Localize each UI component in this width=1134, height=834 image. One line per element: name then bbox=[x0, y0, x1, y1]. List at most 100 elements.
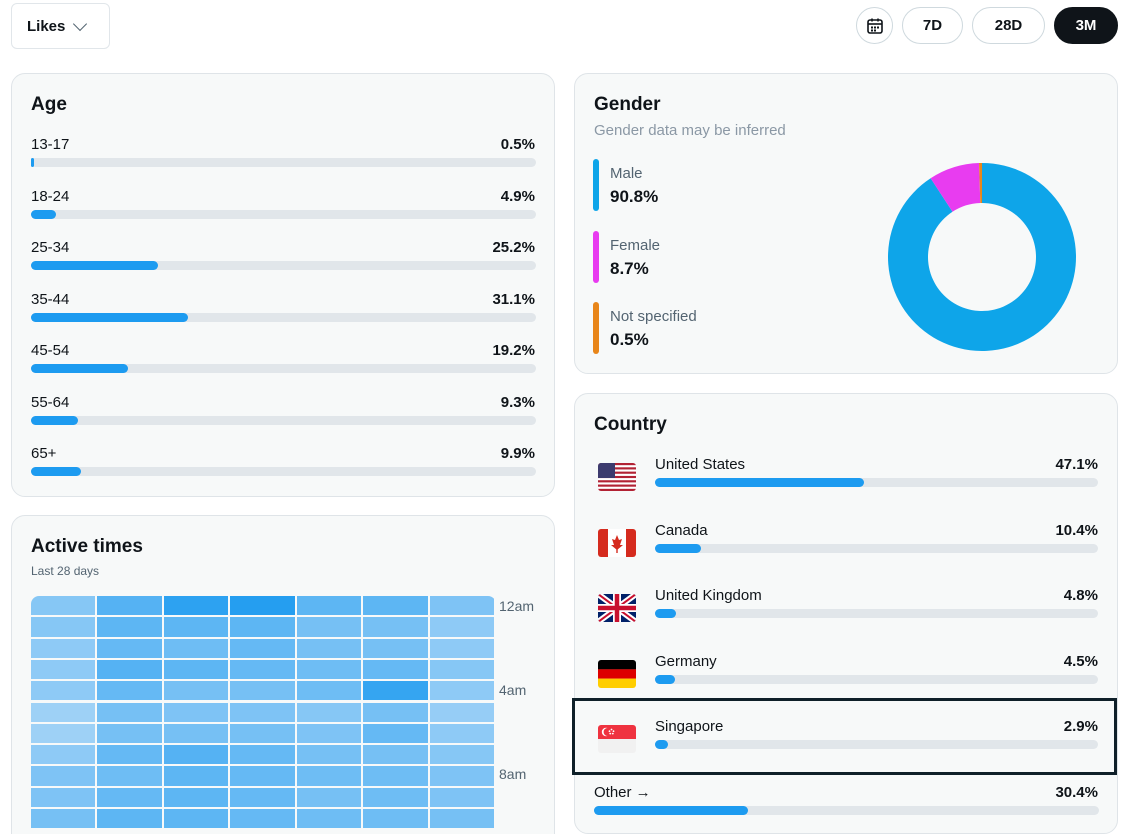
age-row-fill bbox=[31, 312, 189, 322]
heatmap-cell bbox=[97, 681, 162, 701]
age-row-fill bbox=[31, 158, 34, 167]
heatmap-cell bbox=[97, 617, 162, 637]
age-row-track bbox=[31, 415, 536, 425]
range-28d-label: 28D bbox=[994, 17, 1023, 34]
country-other-link[interactable]: Other → bbox=[594, 784, 651, 801]
age-row-value: 4.9% bbox=[500, 187, 535, 205]
heatmap-cell bbox=[363, 766, 428, 786]
heatmap-cell bbox=[363, 659, 428, 680]
country-row-track bbox=[655, 478, 1098, 487]
heatmap-cell bbox=[163, 787, 229, 807]
heatmap-cell bbox=[163, 681, 229, 701]
country-row-label: United States bbox=[655, 456, 746, 473]
us-flag-icon bbox=[598, 463, 636, 491]
range-3m-button[interactable]: 3M bbox=[1054, 7, 1118, 44]
age-row-label: 45-54 bbox=[31, 342, 70, 359]
country-row-value: 4.8% bbox=[1063, 587, 1098, 604]
female-color-bar bbox=[593, 231, 599, 283]
heatmap-cell bbox=[31, 617, 96, 637]
heatmap-cell bbox=[230, 723, 295, 744]
age-row-fill bbox=[31, 467, 81, 476]
age-row-label: 35-44 bbox=[31, 290, 70, 308]
metric-select[interactable]: Likes bbox=[11, 3, 110, 49]
heatmap-cell bbox=[296, 809, 362, 829]
age-row-fill bbox=[31, 261, 159, 270]
age-row-fill bbox=[31, 209, 56, 219]
heatmap-cell bbox=[363, 596, 428, 616]
heatmap-cell bbox=[230, 681, 295, 701]
age-row-value: 9.9% bbox=[500, 445, 535, 462]
gender-title: Gender bbox=[594, 94, 661, 115]
age-row-value: 9.3% bbox=[500, 393, 535, 411]
age-row-track bbox=[31, 209, 536, 219]
age-row-label: 55-64 bbox=[31, 393, 70, 411]
country-row-value: 4.5% bbox=[1063, 652, 1098, 670]
country-row-track bbox=[655, 609, 1098, 618]
heatmap-cell bbox=[163, 702, 229, 722]
age-row-label: 13-17 bbox=[31, 136, 70, 153]
age-row-value: 19.2% bbox=[492, 342, 535, 359]
range-7d-button[interactable]: 7D bbox=[902, 7, 963, 44]
de-flag-icon bbox=[598, 659, 636, 688]
donut-slice-female bbox=[930, 163, 981, 212]
heatmap-cell bbox=[363, 809, 428, 829]
heatmap-cell bbox=[97, 766, 162, 786]
age-row-fill bbox=[31, 364, 128, 373]
age-card: Age 13-17 0.5% 18-24 4.9% 25-34 25.2% 35-44 31.… bbox=[11, 73, 555, 497]
country-other-track bbox=[594, 806, 1099, 815]
heatmap-cell bbox=[31, 766, 96, 786]
country-row-fill bbox=[655, 609, 677, 618]
heatmap-cell bbox=[163, 745, 229, 765]
country-row-fill bbox=[655, 478, 864, 487]
heatmap-cell bbox=[429, 809, 494, 829]
male-value: 90.8% bbox=[610, 187, 659, 206]
heatmap-cell bbox=[296, 787, 362, 807]
heatmap-cell bbox=[363, 723, 428, 744]
calendar-button[interactable] bbox=[856, 7, 893, 44]
heatmap-cell bbox=[97, 659, 162, 680]
heatmap-cell bbox=[163, 809, 229, 829]
donut-slice-not-specified bbox=[979, 163, 982, 204]
heatmap-cell bbox=[296, 638, 362, 658]
date-range-group: 7D 28D 3M bbox=[856, 7, 1118, 44]
heatmap-cell bbox=[429, 745, 494, 765]
country-row-value: 10.4% bbox=[1055, 521, 1098, 539]
heatmap-cell bbox=[31, 723, 96, 744]
age-row-fill bbox=[31, 415, 78, 425]
time-label-8am: 8am bbox=[499, 766, 527, 782]
heatmap-cell bbox=[363, 681, 428, 701]
age-row-label: 18-24 bbox=[31, 187, 70, 205]
heatmap-cell bbox=[97, 809, 162, 829]
heatmap-cell bbox=[163, 659, 229, 680]
heatmap-cell bbox=[363, 745, 428, 765]
age-row-value: 25.2% bbox=[492, 239, 535, 256]
country-card: Country United States 47.1% Canada 10.4% Uni… bbox=[574, 393, 1118, 834]
heatmap-cell bbox=[296, 745, 362, 765]
heatmap-cell bbox=[230, 809, 295, 829]
heatmap-cell bbox=[31, 681, 96, 701]
range-28d-button[interactable]: 28D bbox=[972, 7, 1045, 44]
heatmap-cell bbox=[296, 723, 362, 744]
country-row-fill bbox=[655, 543, 702, 553]
heatmap-cell bbox=[97, 702, 162, 722]
not-specified-label: Not specified bbox=[610, 308, 697, 325]
heatmap-cell bbox=[363, 617, 428, 637]
heatmap-cell bbox=[429, 617, 494, 637]
range-7d-label: 7D bbox=[922, 17, 943, 34]
active-times-subtitle: Last 28 days bbox=[31, 564, 100, 578]
chevron-down-icon bbox=[73, 16, 88, 31]
heatmap-cell bbox=[230, 596, 295, 616]
heatmap-cell bbox=[31, 702, 96, 722]
donut-slice-male bbox=[888, 163, 1076, 351]
active-times-card: Active times Last 28 days 12am 4am 8am bbox=[11, 515, 555, 834]
heatmap-cell bbox=[363, 638, 428, 658]
heatmap-cell bbox=[429, 723, 494, 744]
heatmap-cell bbox=[230, 766, 295, 786]
time-label-4am: 4am bbox=[499, 682, 527, 698]
age-title: Age bbox=[31, 94, 67, 115]
country-row-label: Germany bbox=[655, 652, 717, 670]
country-row-fill bbox=[655, 674, 675, 684]
age-row-track bbox=[31, 158, 536, 167]
heatmap-cell bbox=[429, 596, 494, 616]
not-specified-value: 0.5% bbox=[610, 330, 649, 349]
